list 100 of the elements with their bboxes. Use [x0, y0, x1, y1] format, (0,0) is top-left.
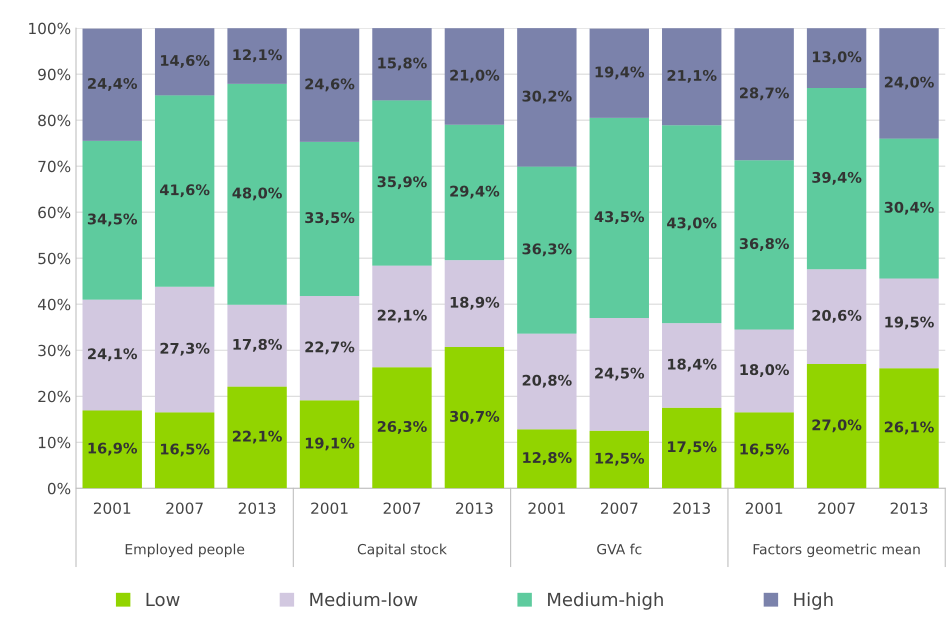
bar [444, 28, 504, 125]
bar [806, 269, 866, 364]
x-tick-label: 2007 [384, 502, 420, 514]
data-label: 36,3% [522, 243, 572, 256]
y-tick-label: 10% [38, 436, 70, 448]
y-tick-label: 0% [48, 482, 70, 494]
bar [662, 408, 722, 488]
bar [734, 28, 794, 160]
x-tick-label: 2013 [673, 502, 710, 514]
bar [517, 166, 577, 334]
bar [879, 368, 939, 488]
data-label: 22,1% [232, 430, 282, 444]
data-label: 19,1% [306, 438, 354, 450]
bar [879, 138, 939, 278]
data-label: 24,0% [884, 76, 934, 90]
data-label: 30,4% [884, 202, 934, 215]
data-label: 24,4% [88, 78, 138, 91]
bar [227, 28, 287, 84]
bar [154, 412, 214, 488]
data-label: 18,0% [740, 364, 789, 378]
legend-label: Medium-high [548, 592, 663, 610]
legend-label: Medium-low [310, 592, 418, 606]
bar [517, 28, 577, 167]
bar [734, 160, 794, 330]
bar [734, 412, 794, 488]
bar [806, 364, 866, 488]
bar [662, 125, 722, 324]
data-label: 26,1% [884, 421, 934, 434]
bar [590, 318, 649, 431]
data-label: 43,0% [667, 217, 717, 230]
y-tick-label: 50% [38, 252, 70, 264]
bar [82, 300, 142, 411]
bar [662, 323, 722, 408]
data-label: 19,5% [885, 316, 934, 330]
data-label: 34,5% [88, 213, 138, 226]
bar [300, 142, 360, 296]
text: Factors geometric mean [754, 544, 920, 558]
bar [517, 334, 577, 430]
bar [590, 430, 649, 488]
data-label: 28,7% [740, 87, 789, 100]
x-tick-label: 2007 [166, 502, 203, 514]
data-label: 36,8% [740, 238, 789, 251]
data-label: 33,5% [305, 212, 354, 225]
x-tick-label: 2001 [746, 502, 782, 514]
data-label: 13,0% [812, 51, 862, 64]
bar [154, 28, 214, 96]
bar [227, 84, 287, 305]
x-tick-label: 2001 [528, 502, 565, 514]
data-label: 21,1% [668, 70, 717, 83]
bar [372, 367, 432, 488]
x-tick-label: 2001 [311, 502, 348, 514]
bar [590, 118, 649, 318]
bar [154, 95, 214, 287]
data-label: 19,4% [596, 66, 644, 80]
bar [227, 304, 287, 387]
text: Capital stock [358, 544, 447, 558]
y-tick-label: 20% [38, 390, 70, 402]
data-label: 30,2% [522, 90, 572, 104]
x-tick-label: 2007 [600, 502, 638, 514]
bar [806, 28, 866, 88]
bar [227, 386, 287, 488]
data-label: 12,8% [523, 452, 572, 465]
data-label: 22,1% [378, 310, 427, 323]
x-tick-label: 2013 [456, 502, 493, 514]
bar [662, 28, 722, 126]
x-tick-label: 2013 [890, 502, 928, 514]
data-label: 16,5% [740, 444, 789, 456]
bar [82, 28, 142, 141]
y-tick-label: 30% [38, 344, 70, 356]
y-tick-label: 60% [38, 206, 70, 218]
data-label: 16,5% [161, 444, 210, 456]
legend-label: High [794, 592, 833, 610]
data-label: 17,5% [668, 441, 717, 454]
data-label: 20,8% [522, 374, 572, 388]
bar [300, 400, 360, 488]
data-label: 14,6% [161, 54, 210, 68]
x-tick-label: 2001 [94, 502, 130, 514]
data-label: 39,4% [812, 172, 862, 185]
bar [806, 88, 866, 270]
data-label: 12,5% [596, 452, 644, 466]
data-label: 27,3% [160, 342, 210, 356]
data-label: 18,9% [450, 296, 500, 310]
text: GVA fc [597, 544, 642, 554]
data-label: 16,9% [88, 442, 138, 456]
bar [372, 28, 432, 100]
data-label: 22,7% [305, 341, 354, 354]
bar [154, 286, 214, 412]
legend-label: Low [146, 592, 180, 606]
data-label: 18,4% [668, 358, 717, 372]
data-label: 43,5% [594, 211, 644, 224]
bar [82, 140, 142, 300]
x-tick-label: 2013 [238, 502, 276, 514]
bar [517, 429, 577, 488]
data-label: 20,6% [812, 310, 862, 323]
data-label: 24,6% [305, 78, 354, 92]
y-tick-label: 90% [38, 68, 70, 80]
bar [879, 28, 939, 139]
bar [734, 330, 794, 412]
bar [879, 278, 939, 368]
y-tick-label: 80% [38, 114, 70, 126]
